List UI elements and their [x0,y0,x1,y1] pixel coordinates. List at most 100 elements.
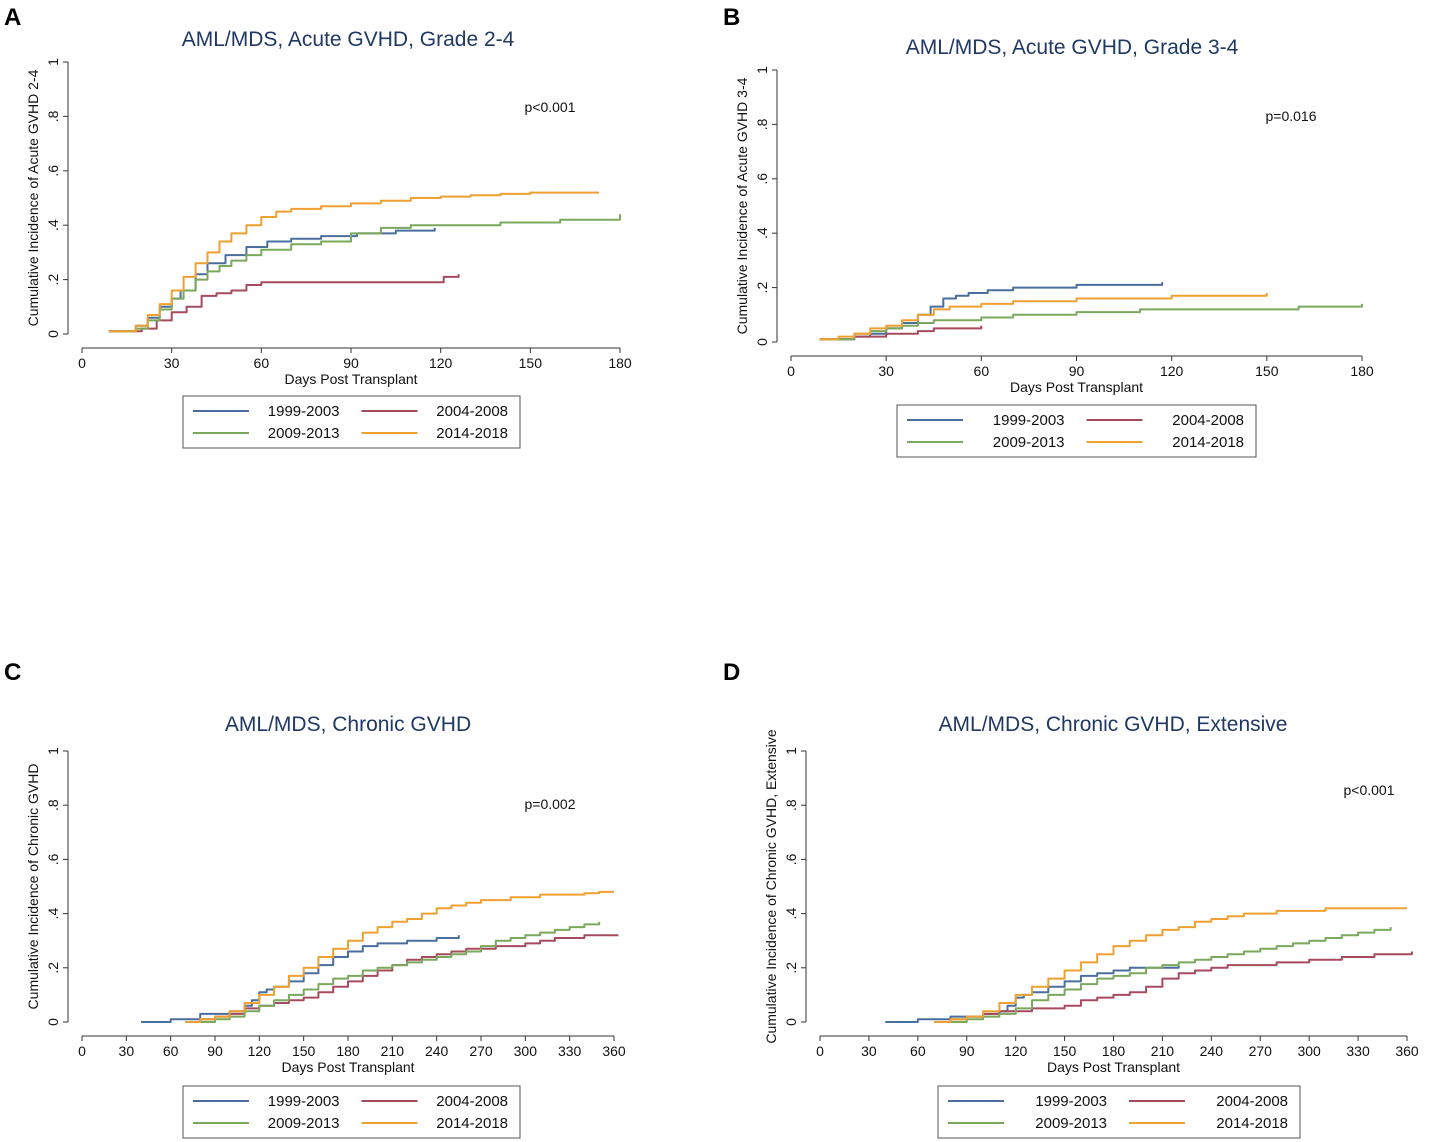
y-tick-label: .4 [45,908,61,920]
series-line-2004-2008 [185,934,619,1023]
p-value-label: p<0.001 [1344,782,1395,798]
x-tick-label: 150 [292,1043,316,1059]
x-tick-label: 120 [248,1043,272,1059]
y-tick-label: .6 [754,173,770,185]
y-tick-label: .8 [45,110,61,122]
x-tick-label: 0 [78,355,86,371]
legend-label: 2014-2018 [1172,434,1244,451]
x-tick-label: 270 [469,1043,493,1059]
series-line-2004-2008 [108,274,460,333]
legend-label: 2004-2008 [436,403,508,420]
legend-label: 2004-2008 [1216,1093,1288,1110]
chart-panel-a: A AML/MDS, Acute GVHD, Grade 2-4 0 .2 .4 .6 .8… [0,0,719,571]
panel-letter: B [723,4,740,31]
y-tick-label: .4 [754,227,770,239]
chart-panel-d: D AML/MDS, Chronic GVHD, Extensive 0 .2 .4 .6… [719,571,1438,1142]
series-line-2014-2018 [108,191,600,333]
y-axis-label: Cumulative Incidence of Chronic GVHD [25,764,41,1010]
y-tick-label: 0 [45,1018,61,1026]
series-line-2014-2018 [185,890,614,1023]
x-tick-label: 210 [1151,1043,1175,1059]
chart-title: AML/MDS, Acute GVHD, Grade 2-4 [182,28,515,51]
x-tick-label: 180 [1350,363,1374,379]
x-tick-label: 150 [1255,363,1279,379]
y-tick-label: 0 [45,330,61,338]
x-tick-label: 120 [429,355,453,371]
series-line-2009-2013 [934,927,1392,1023]
legend-label: 2004-2008 [436,1093,508,1110]
y-tick-label: .8 [783,799,799,811]
y-axis-label: Cumulative Incidence of Chronic GVHD, Ex… [763,729,779,1044]
x-tick-label: 180 [608,355,632,371]
y-axis-label: Cumulative Incidence of Acute GVHD 3-4 [734,77,750,334]
y-tick-label: .2 [754,282,770,294]
x-tick-label: 60 [910,1043,926,1059]
x-tick-label: 330 [558,1043,582,1059]
y-tick-label: .6 [45,853,61,865]
x-tick-label: 0 [787,363,795,379]
legend-box [937,1085,1301,1139]
y-axis-label: Cumulative Incidence of Acute GVHD 2-4 [25,69,41,326]
panel-letter: D [723,659,740,686]
legend-box [182,395,521,449]
x-tick-label: 300 [514,1043,538,1059]
x-tick-label: 150 [1053,1043,1077,1059]
y-tick-label: 0 [783,1018,799,1026]
chart-svg-a: A AML/MDS, Acute GVHD, Grade 2-4 0 .2 .4 .6 .8… [4,4,632,449]
x-tick-label: 180 [336,1043,360,1059]
x-tick-label: 240 [425,1043,449,1059]
y-tick-label: 1 [45,58,61,66]
y-tick-label: .2 [45,962,61,974]
x-tick-label: 150 [519,355,543,371]
x-tick-label: 210 [381,1043,405,1059]
x-tick-label: 120 [1160,363,1184,379]
legend-label: 1999-2003 [993,412,1065,429]
chart-panel-c: C AML/MDS, Chronic GVHD 0 .2 .4 .6 .8 1 0 30 60 90 1… [0,571,719,1142]
x-tick-label: 270 [1249,1043,1273,1059]
chart-svg-b: B AML/MDS, Acute GVHD, Grade 3-4 0 .2 .4 .6 .8… [723,4,1374,458]
x-tick-label: 180 [1102,1043,1126,1059]
chart-title: AML/MDS, Acute GVHD, Grade 3-4 [906,36,1239,59]
chart-svg-d: D AML/MDS, Chronic GVHD, Extensive 0 .2 .4 .6… [723,659,1419,1139]
legend: 1999-2003 2004-2008 2009-2013 2014-2018 [182,395,521,449]
chart-svg-c: C AML/MDS, Chronic GVHD 0 .2 .4 .6 .8 1 0 30 60 90 1… [4,659,626,1139]
legend-label: 2014-2018 [436,425,508,442]
legend: 1999-2003 2004-2008 2009-2013 2014-2018 [937,1085,1301,1139]
x-tick-label: 30 [861,1043,877,1059]
x-tick-label: 60 [163,1043,179,1059]
x-tick-label: 0 [78,1043,86,1059]
x-tick-label: 360 [1395,1043,1419,1059]
y-tick-label: .8 [754,118,770,130]
x-tick-label: 300 [1297,1043,1321,1059]
x-tick-label: 120 [1004,1043,1028,1059]
x-axis-label: Days Post Transplant [284,371,417,387]
x-tick-label: 30 [878,363,894,379]
y-tick-label: .8 [45,799,61,811]
panel-letter: A [4,4,21,31]
legend-label: 1999-2003 [268,1093,340,1110]
series-line-2014-2018 [819,293,1268,341]
y-tick-label: 1 [783,747,799,755]
y-tick-label: .6 [45,165,61,177]
legend-label: 2014-2018 [436,1115,508,1132]
x-tick-label: 0 [816,1043,824,1059]
chart-title: AML/MDS, Chronic GVHD [225,713,471,736]
legend-label: 1999-2003 [268,403,340,420]
x-tick-label: 90 [343,355,359,371]
x-tick-label: 90 [207,1043,223,1059]
x-tick-label: 30 [164,355,180,371]
x-tick-label: 240 [1200,1043,1224,1059]
series-line-1999-2003 [141,935,460,1023]
chart-panel-b: B AML/MDS, Acute GVHD, Grade 3-4 0 .2 .4 .6 .8… [719,0,1438,571]
y-tick-label: .2 [45,274,61,286]
legend-label: 2009-2013 [268,1115,340,1132]
x-tick-label: 90 [1069,363,1085,379]
x-tick-label: 360 [602,1043,626,1059]
x-axis-label: Days Post Transplant [281,1059,414,1075]
legend-box [896,404,1257,458]
p-value-label: p=0.002 [525,796,576,812]
series-line-2014-2018 [934,907,1407,1023]
series-line-2009-2013 [185,921,601,1023]
legend-label: 2009-2013 [1035,1115,1107,1132]
y-tick-label: 1 [754,66,770,74]
